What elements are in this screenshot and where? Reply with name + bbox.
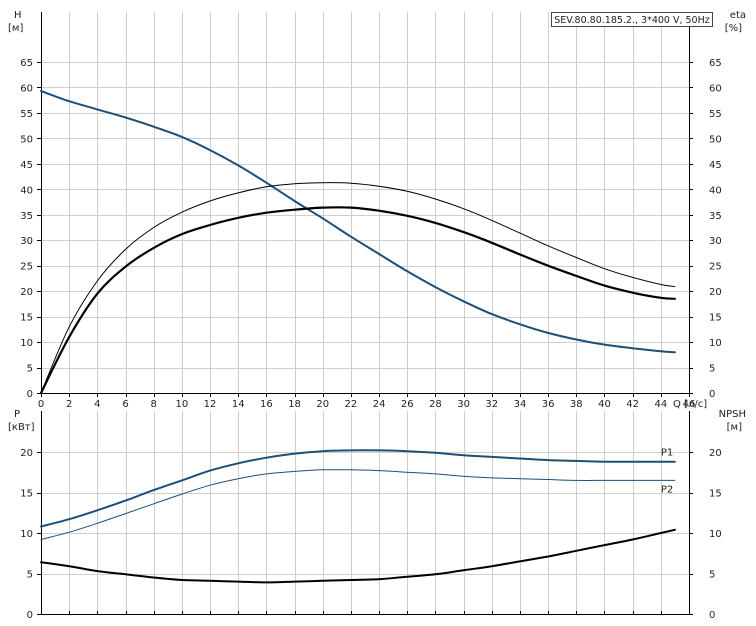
x-tick-label: 22	[345, 399, 358, 410]
chart-title: SEV.80.80.185.2., 3*400 V, 50Hz	[554, 15, 710, 26]
y-tick-label-right: 0	[709, 610, 715, 621]
x-tick-label: 34	[514, 399, 527, 410]
y-axis-unit-right: [%]	[725, 23, 742, 34]
y-tick-label-right: 5	[709, 570, 715, 581]
x-tick-label: 30	[457, 399, 470, 410]
x-tick-label: 24	[373, 399, 386, 410]
series-label: P2	[661, 484, 673, 495]
series-line-1-1	[40, 469, 676, 540]
y-tick-label-right: 10	[709, 529, 722, 540]
y-tick-label-right: 15	[709, 313, 722, 324]
x-tick-label: 16	[260, 399, 273, 410]
y-tick-label-right: 5	[709, 364, 715, 375]
series-line-0-1	[40, 182, 676, 394]
y-tick-label-left: 30	[20, 236, 33, 247]
y-tick-label-right: 50	[709, 134, 722, 145]
x-tick-label: 10	[176, 399, 189, 410]
series-line-0-0	[40, 90, 676, 354]
y-axis-title-left: P	[14, 409, 20, 420]
y-tick-label-left: 0	[27, 610, 33, 621]
x-tick-label: 2	[66, 399, 72, 410]
y-tick-label-left: 5	[27, 570, 33, 581]
y-tick-label-right: 40	[709, 185, 722, 196]
y-tick-label-left: 25	[20, 262, 33, 273]
y-tick-label-right: 65	[709, 58, 722, 69]
x-tick-label: 36	[542, 399, 555, 410]
y-axis-title-left: H	[14, 10, 22, 21]
y-tick-label-left: 10	[20, 338, 33, 349]
y-tick-label-right: 0	[709, 389, 715, 400]
series-line-0-2	[39, 206, 676, 395]
y-tick-label-right: 60	[709, 83, 722, 94]
x-tick-label: 12	[204, 399, 217, 410]
y-tick-label-left: 15	[20, 489, 33, 500]
series-line-1-2	[40, 528, 676, 584]
y-tick-label-left: 60	[20, 83, 33, 94]
x-tick-label: 18	[288, 399, 301, 410]
y-tick-label-left: 20	[20, 287, 33, 298]
x-tick-label: 14	[232, 399, 245, 410]
y-tick-label-right: 15	[709, 489, 722, 500]
y-tick-label-left: 0	[27, 389, 33, 400]
series-line-1-0	[40, 449, 676, 528]
y-axis-unit-left: [м]	[8, 23, 23, 34]
x-tick-label: 40	[598, 399, 611, 410]
y-tick-label-left: 10	[20, 529, 33, 540]
x-tick-label: 28	[429, 399, 442, 410]
x-tick-label: 6	[122, 399, 128, 410]
y-tick-label-left: 35	[20, 211, 33, 222]
y-tick-label-right: 55	[709, 109, 722, 120]
info-box	[551, 12, 713, 27]
y-axis-unit-right: [м]	[727, 422, 742, 433]
y-tick-label-left: 15	[20, 313, 33, 324]
x-tick-label: 4	[94, 399, 100, 410]
x-tick-label: 44	[654, 399, 667, 410]
x-tick-label: 32	[485, 399, 498, 410]
y-tick-label-left: 20	[20, 448, 33, 459]
y-tick-label-right: 10	[709, 338, 722, 349]
x-tick-label: 8	[151, 399, 157, 410]
y-axis-title-right: NPSH	[719, 409, 746, 420]
x-tick-label: 38	[570, 399, 583, 410]
y-tick-label-right: 35	[709, 211, 722, 222]
x-tick-label: 26	[401, 399, 414, 410]
series-label: P1	[661, 448, 673, 459]
y-axis-unit-left: [кВт]	[8, 422, 35, 433]
x-axis-title: Q [л/с]	[673, 399, 707, 410]
y-tick-label-left: 40	[20, 185, 33, 196]
y-tick-label-left: 65	[20, 58, 33, 69]
y-tick-label-right: 45	[709, 160, 722, 171]
y-tick-label-left: 45	[20, 160, 33, 171]
y-tick-label-left: 5	[27, 364, 33, 375]
y-axis-title-right: eta	[730, 10, 746, 21]
x-tick-label: 46	[683, 399, 696, 410]
y-tick-label-right: 20	[709, 448, 722, 459]
x-tick-label: 0	[38, 399, 44, 410]
y-tick-label-left: 55	[20, 109, 33, 120]
y-tick-label-right: 25	[709, 262, 722, 273]
y-tick-label-left: 50	[20, 134, 33, 145]
y-tick-label-right: 20	[709, 287, 722, 298]
x-tick-label: 20	[316, 399, 329, 410]
y-tick-label-right: 30	[709, 236, 722, 247]
x-tick-label: 42	[626, 399, 639, 410]
